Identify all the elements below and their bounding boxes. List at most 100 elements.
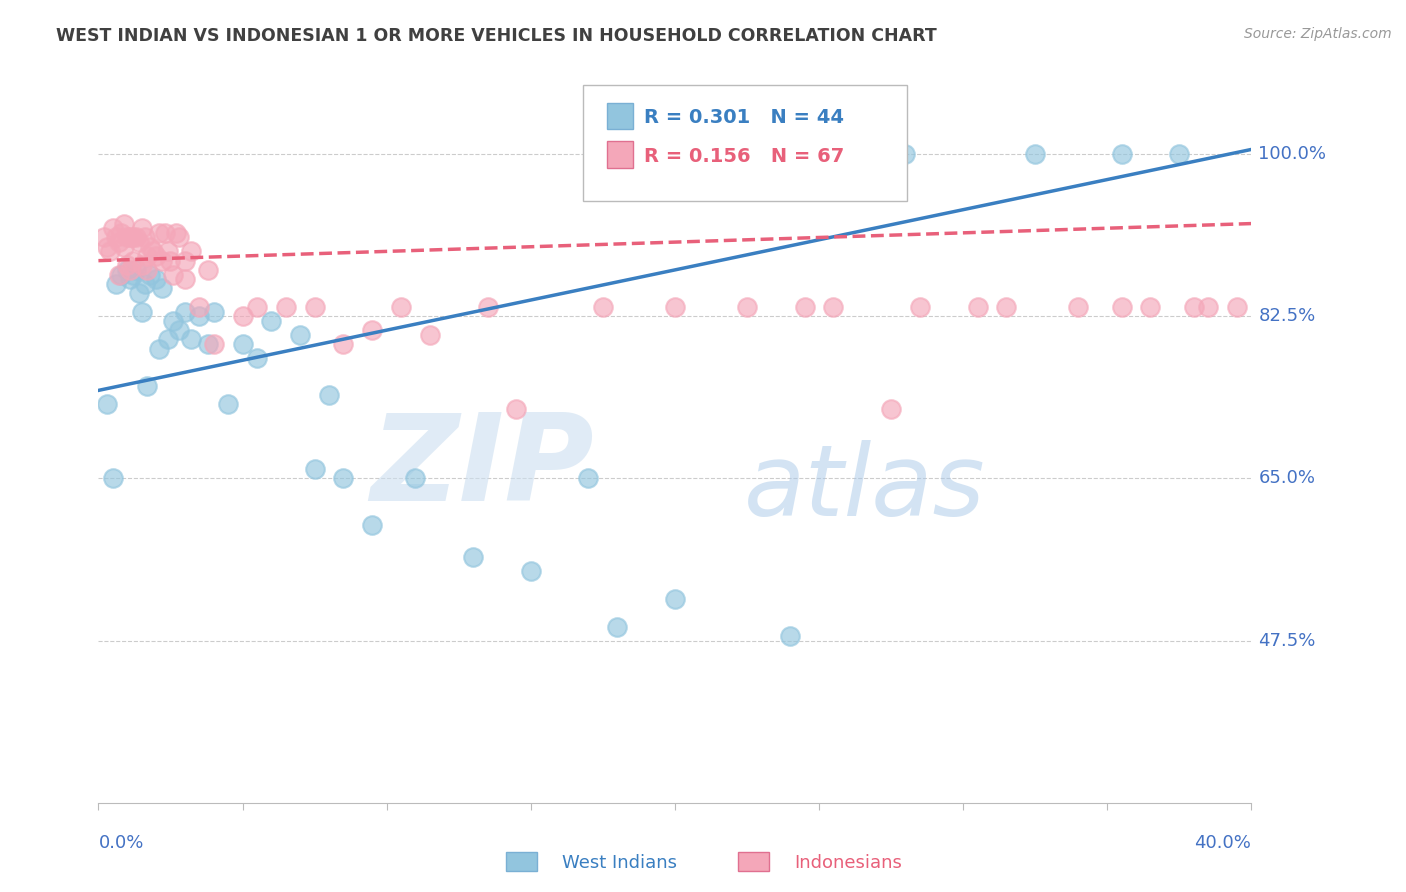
Point [117,230,138,244]
Point [995,300,1018,314]
Point [908,300,931,314]
Point [125,263,148,277]
Point [156,333,179,347]
Point [180,333,202,347]
Point [131,258,153,272]
Point [332,337,354,351]
Point [823,300,845,314]
Point [505,401,527,416]
Point [120,230,142,244]
Point [274,300,297,314]
Point [461,550,484,565]
Point [1270,300,1292,314]
Point [304,462,326,476]
Point [148,342,170,356]
Point [139,268,162,282]
Text: West Indians: West Indians [562,854,678,871]
Point [136,249,159,263]
Text: WEST INDIAN VS INDONESIAN 1 OR MORE VEHICLES IN HOUSEHOLD CORRELATION CHART: WEST INDIAN VS INDONESIAN 1 OR MORE VEHI… [56,27,936,45]
Point [361,323,384,337]
Point [520,564,543,578]
Point [110,268,132,282]
Point [122,253,145,268]
Point [96,240,118,254]
Point [606,620,628,634]
Point [104,277,127,291]
Point [1168,147,1191,161]
Point [1139,300,1161,314]
Text: atlas: atlas [744,441,986,537]
Point [405,471,427,485]
Point [107,268,129,282]
Point [96,397,118,411]
Point [120,263,142,277]
Point [318,388,340,402]
Point [122,230,145,244]
Point [880,401,903,416]
Point [389,300,412,314]
Point [125,230,148,244]
Text: 40.0%: 40.0% [1195,834,1251,852]
Point [246,300,269,314]
Point [165,226,187,240]
Point [134,277,156,291]
Point [419,327,441,342]
Point [1226,300,1249,314]
Point [174,304,197,318]
Text: Source: ZipAtlas.com: Source: ZipAtlas.com [1244,27,1392,41]
Point [332,471,354,485]
Text: 82.5%: 82.5% [1258,307,1316,326]
Point [131,221,153,235]
Point [1067,300,1090,314]
Point [304,300,326,314]
Point [793,300,815,314]
Point [174,272,197,286]
Point [101,471,124,485]
Point [1111,300,1133,314]
Point [162,268,184,282]
Point [260,314,283,328]
Point [148,226,170,240]
Point [217,397,239,411]
Point [104,230,127,244]
Point [128,235,150,249]
Point [145,272,167,286]
Text: 47.5%: 47.5% [1258,632,1316,649]
Point [188,300,211,314]
Point [361,517,384,532]
Point [112,217,135,231]
Text: R = 0.301   N = 44: R = 0.301 N = 44 [644,108,844,128]
Point [290,327,312,342]
Point [1254,300,1277,314]
Point [139,240,162,254]
Point [159,253,181,268]
Point [122,268,145,282]
Text: Indonesians: Indonesians [794,854,903,871]
Point [197,263,219,277]
Text: 0.0%: 0.0% [98,834,143,852]
Text: ZIP: ZIP [370,409,595,526]
Point [197,337,219,351]
Point [156,244,179,259]
Point [188,310,211,324]
Point [1182,300,1205,314]
Text: 65.0%: 65.0% [1258,469,1316,487]
Point [202,337,225,351]
Point [98,244,121,259]
Point [1024,147,1046,161]
Point [592,300,614,314]
Point [576,471,599,485]
Point [664,591,686,606]
Point [174,253,197,268]
Point [131,304,153,318]
Point [145,249,167,263]
Point [136,378,159,392]
Point [120,272,142,286]
Point [231,337,254,351]
Point [101,221,124,235]
Point [117,258,138,272]
Point [110,226,132,240]
Point [107,235,129,249]
Point [136,263,159,277]
Point [894,147,917,161]
